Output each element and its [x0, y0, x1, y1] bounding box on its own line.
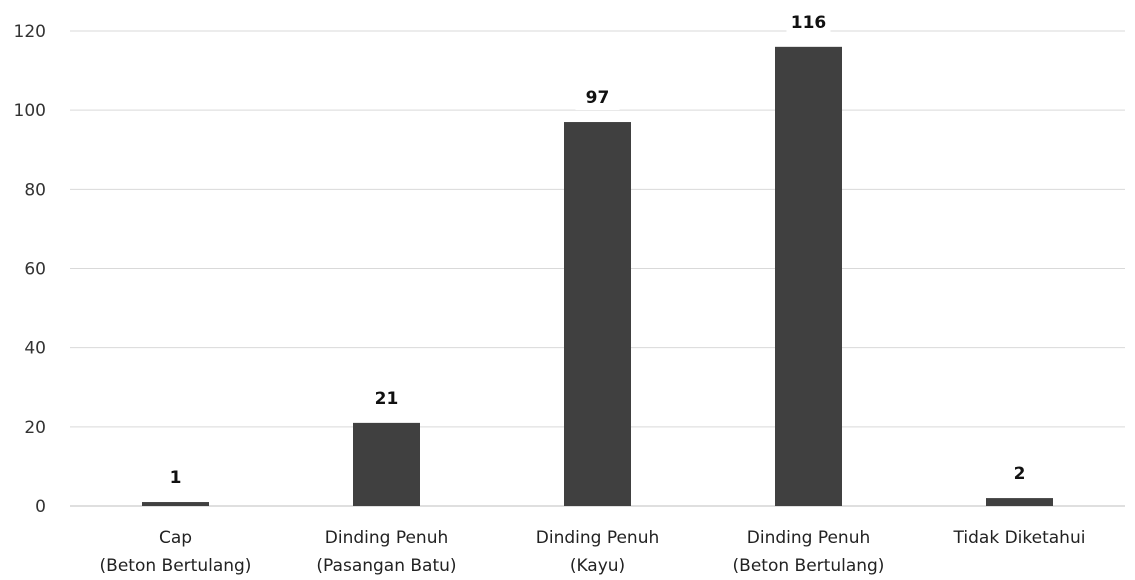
data-label-background: [364, 386, 409, 411]
data-label: 21: [375, 389, 399, 409]
data-label: 97: [586, 88, 610, 108]
x-category-label: (Beton Bertulang): [100, 556, 252, 576]
bar: [564, 122, 631, 507]
x-category-label: (Pasangan Batu): [316, 556, 456, 576]
x-category-label: Dinding Penuh: [747, 528, 871, 548]
bar: [142, 502, 209, 506]
data-label-background: [575, 86, 620, 111]
data-label-background: [997, 462, 1042, 487]
x-category-label: (Beton Bertulang): [733, 556, 885, 576]
x-axis-labels: Cap (Beton Bertulang) Dinding Penuh (Pasang…: [100, 528, 1086, 576]
y-tick-label: 20: [24, 418, 46, 438]
y-tick-label: 0: [35, 497, 46, 517]
bar: [775, 46, 842, 506]
bar: [986, 498, 1053, 506]
x-category-label: Dinding Penuh: [536, 528, 660, 548]
data-label: 2: [1014, 464, 1026, 484]
bar: [353, 422, 420, 506]
data-label-background: [786, 10, 831, 35]
x-category-label: Cap: [159, 528, 192, 548]
y-tick-label: 60: [24, 260, 46, 280]
data-label: 116: [791, 13, 827, 33]
bars: [142, 46, 1053, 507]
data-label: 1: [170, 468, 182, 488]
y-axis-ticks: 0 20 40 60 80 100 120: [14, 22, 46, 517]
data-labels: 1 21 97 116 2: [153, 10, 1042, 491]
x-category-label: Tidak Diketahui: [953, 528, 1086, 548]
y-tick-label: 100: [14, 101, 46, 121]
y-tick-label: 120: [14, 22, 46, 42]
x-category-label: (Kayu): [570, 556, 625, 576]
data-label-background: [153, 466, 198, 491]
y-tick-label: 40: [24, 339, 46, 359]
y-tick-label: 80: [24, 180, 46, 200]
x-category-label: Dinding Penuh: [325, 528, 449, 548]
